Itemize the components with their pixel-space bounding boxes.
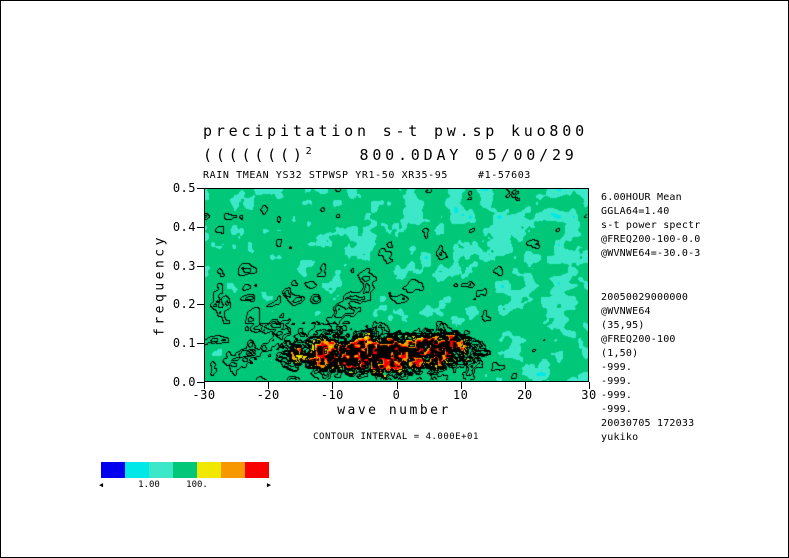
- y-tick-label: 0.1: [172, 336, 196, 351]
- y-tick-mark: [197, 226, 204, 228]
- contour-interval-note: CONTOUR INTERVAL = 4.000E+01: [313, 432, 479, 442]
- y-tick-mark: [197, 343, 204, 345]
- plot-frame: [204, 188, 589, 382]
- colorbar-labels: ◀ 1.00 100. ▶: [98, 480, 281, 492]
- x-tick-mark: [589, 382, 590, 389]
- x-tick-label: 10: [452, 388, 469, 402]
- colorbar: [101, 462, 269, 478]
- colorbar-cell: [221, 462, 245, 478]
- x-tick-mark: [332, 382, 334, 389]
- x-tick-mark: [268, 382, 270, 389]
- annotation-line: s-t power spectr: [601, 220, 701, 231]
- x-tick-label: -10: [320, 388, 344, 402]
- y-tick-label: 0.0: [172, 375, 196, 389]
- y-tick-mark: [197, 265, 204, 267]
- colorbar-overflow-arrow: ▶: [266, 481, 272, 489]
- annotation-line: 6.00HOUR Mean: [601, 192, 682, 203]
- colorbar-cell: [101, 462, 125, 478]
- x-tick-mark: [524, 382, 526, 389]
- run-info-left: RAIN TMEAN YS32 STPWSP YR1-50 XR35-95: [203, 170, 448, 181]
- annotation-line: 20050029000000: [601, 292, 689, 303]
- annotation-line: @WVNWE64=-30.0-3: [601, 248, 701, 259]
- annotation-line: @FREQ200-100: [601, 334, 676, 345]
- annotation-line: (35,95): [601, 320, 645, 331]
- subtitle-exponent: 2: [305, 146, 316, 157]
- colorbar-cell: [245, 462, 269, 478]
- x-tick-label: 0: [392, 388, 401, 402]
- x-tick-mark: [460, 382, 462, 389]
- colorbar-boundary-label: 1.00: [138, 480, 160, 490]
- annotation-line: @WVNWE64: [601, 306, 651, 317]
- y-tick-label: 0.3: [172, 258, 196, 273]
- y-tick-label: 0.4: [172, 219, 196, 234]
- colorbar-boundary-label: 100.: [186, 480, 208, 490]
- annotation-line: 20030705 172033: [601, 418, 695, 429]
- y-tick-label: 0.2: [172, 297, 196, 312]
- colorbar-underflow-arrow: ◀: [98, 481, 104, 489]
- annotation-line: -999.: [601, 404, 633, 415]
- run-info-line: RAIN TMEAN YS32 STPWSP YR1-50 XR35-95 #1-…: [203, 170, 531, 181]
- colorbar-cell: [173, 462, 197, 478]
- annotation-line: -999.: [601, 362, 633, 373]
- colorbar-cell: [125, 462, 149, 478]
- y-axis-label: frequency: [152, 234, 168, 336]
- subtitle-day-stamp: 800.0DAY 05/00/29: [359, 146, 578, 164]
- x-tick-label: -20: [256, 388, 280, 402]
- subtitle-formula: (((((((): [203, 146, 306, 164]
- y-tick-label: 0.5: [172, 181, 196, 195]
- x-tick-label: 20: [517, 388, 533, 402]
- x-tick-mark: [204, 382, 205, 389]
- annotation-line: -999.: [601, 390, 633, 401]
- annotation-line: GGLA64=1.40: [601, 206, 670, 217]
- x-axis-label: wave number: [337, 403, 451, 418]
- spectrum-heatmap: [205, 189, 588, 381]
- annotation-line: (1,50): [601, 348, 639, 359]
- annotation-line: @FREQ200-100-0.0: [601, 234, 701, 245]
- run-info-right: #1-57603: [477, 170, 531, 181]
- right-annotations-bottom: 20050029000000 @WVNWE64 (35,95) @FREQ200-10…: [601, 291, 694, 445]
- y-tick-mark: [197, 304, 204, 306]
- colorbar-cell: [149, 462, 173, 478]
- x-tick-mark: [396, 382, 398, 389]
- colorbar-cell: [197, 462, 221, 478]
- plot-subtitle: ((((((()2 800.0DAY 05/00/29: [203, 146, 578, 164]
- plot-title: precipitation s-t pw.sp kuo800: [203, 122, 588, 140]
- right-annotations-top: 6.00HOUR Mean GGLA64=1.40 s-t power spectr…: [601, 191, 701, 261]
- x-tick-label: -30: [192, 388, 216, 402]
- y-tick-mark: [197, 188, 204, 189]
- x-tick-label: 30: [581, 388, 597, 402]
- y-tick-mark: [197, 382, 204, 383]
- annotation-line: -999.: [601, 376, 633, 387]
- annotation-line: yukiko: [601, 432, 639, 443]
